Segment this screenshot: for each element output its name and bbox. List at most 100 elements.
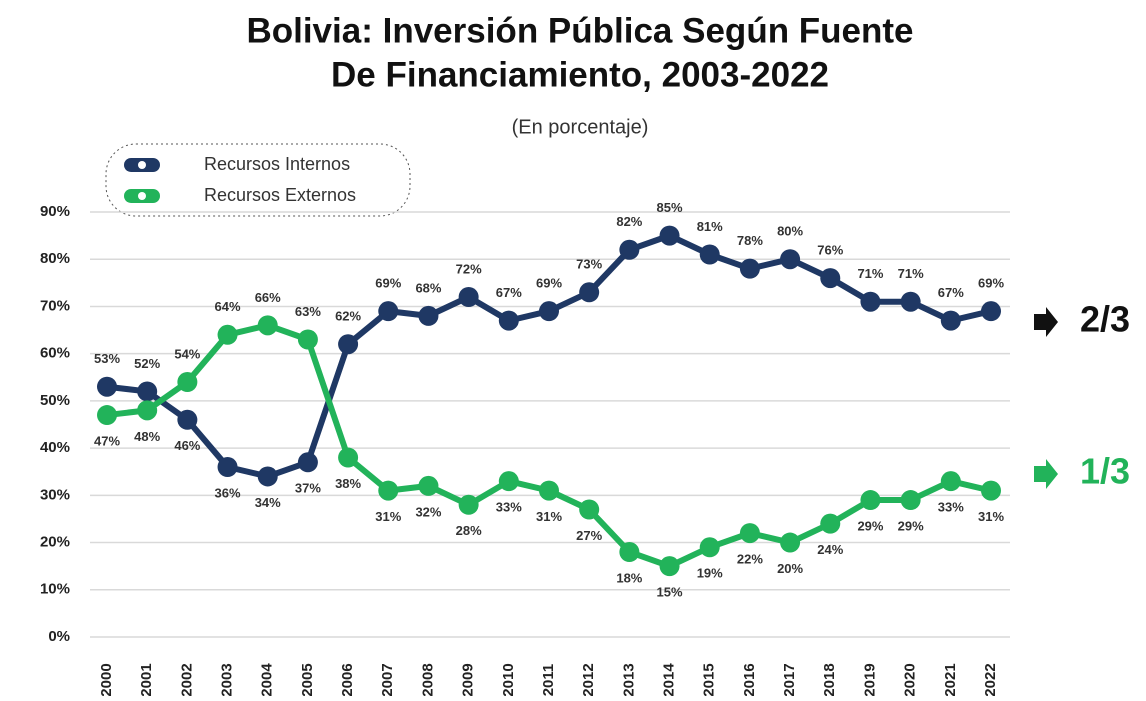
y-tick-label: 50% xyxy=(40,392,70,409)
data-label: 73% xyxy=(576,257,602,272)
point xyxy=(981,301,1001,322)
data-label: 71% xyxy=(898,266,924,281)
point xyxy=(619,239,640,260)
data-label: 20% xyxy=(777,561,803,576)
data-label: 68% xyxy=(415,280,441,295)
x-tick-label: 2017 xyxy=(781,663,798,696)
data-label: 78% xyxy=(737,233,763,248)
point xyxy=(579,282,600,303)
data-label: 33% xyxy=(938,500,964,515)
data-label: 52% xyxy=(134,356,160,371)
point xyxy=(820,268,841,289)
legend-box xyxy=(105,143,411,217)
x-tick-label: 2020 xyxy=(902,663,919,696)
point xyxy=(297,329,318,350)
data-label: 31% xyxy=(375,509,401,524)
point xyxy=(699,244,720,265)
point xyxy=(217,457,238,477)
point xyxy=(257,466,278,487)
data-label: 46% xyxy=(174,438,200,453)
annotation: 2/3 xyxy=(1080,299,1130,340)
data-label: 47% xyxy=(94,433,120,448)
point xyxy=(137,381,158,402)
data-label: 18% xyxy=(616,570,642,585)
data-label: 66% xyxy=(255,290,281,305)
data-label: 69% xyxy=(375,276,401,291)
x-tick-label: 2001 xyxy=(138,663,155,696)
data-label: 80% xyxy=(777,224,803,239)
point xyxy=(97,405,117,426)
point xyxy=(297,452,318,473)
point xyxy=(780,532,801,553)
y-tick-label: 40% xyxy=(40,439,70,456)
point xyxy=(97,376,117,397)
point xyxy=(539,301,559,322)
point xyxy=(860,490,881,511)
y-tick-label: 80% xyxy=(40,250,70,267)
point xyxy=(539,480,559,501)
data-label: 67% xyxy=(938,285,964,300)
point xyxy=(338,334,359,355)
x-tick-label: 2003 xyxy=(219,663,236,696)
point xyxy=(177,372,198,392)
chart-title: Bolivia: Inversión Pública Según Fuente xyxy=(246,11,913,50)
point xyxy=(458,287,479,307)
data-label: 29% xyxy=(857,518,883,533)
data-label: 31% xyxy=(978,509,1004,524)
y-tick-label: 30% xyxy=(40,486,70,503)
point xyxy=(137,400,158,421)
point xyxy=(820,513,841,534)
point xyxy=(458,494,479,515)
data-label: 69% xyxy=(978,276,1004,291)
x-tick-label: 2010 xyxy=(500,663,517,696)
x-tick-label: 2011 xyxy=(540,664,557,696)
x-tick-label: 2008 xyxy=(419,663,436,696)
x-tick-label: 2009 xyxy=(460,663,477,696)
data-label: 67% xyxy=(496,285,522,300)
arrow xyxy=(1034,307,1058,337)
data-label: 27% xyxy=(576,528,602,543)
x-tick-label: 2012 xyxy=(580,663,597,696)
x-tick-label: 2000 xyxy=(98,663,115,696)
data-label: 54% xyxy=(174,346,200,361)
x-tick-label: 2015 xyxy=(701,663,718,696)
point xyxy=(257,315,278,336)
data-label: 19% xyxy=(697,566,723,581)
y-tick-label: 90% xyxy=(40,203,70,220)
x-tick-label: 2006 xyxy=(339,663,356,696)
x-tick-label: 2014 xyxy=(661,663,678,696)
data-label: 28% xyxy=(456,523,482,538)
point xyxy=(940,310,961,331)
point xyxy=(780,249,801,270)
point xyxy=(498,310,519,331)
point xyxy=(579,499,600,520)
data-label: 53% xyxy=(94,351,120,366)
data-label: 36% xyxy=(215,485,241,500)
data-label: 82% xyxy=(616,214,642,229)
x-tick-label: 2005 xyxy=(299,663,316,696)
data-label: 62% xyxy=(335,309,361,324)
data-label: 76% xyxy=(817,243,843,258)
y-tick-label: 0% xyxy=(48,628,70,645)
y-tick-label: 60% xyxy=(40,345,70,362)
y-tick-label: 70% xyxy=(40,297,70,314)
data-label: 15% xyxy=(657,585,683,600)
point xyxy=(378,480,399,501)
point xyxy=(659,556,680,577)
point xyxy=(338,447,359,468)
data-label: 37% xyxy=(295,481,321,496)
x-tick-label: 2019 xyxy=(861,663,878,696)
data-label: 64% xyxy=(215,299,241,314)
data-label: 31% xyxy=(536,509,562,524)
data-label: 34% xyxy=(255,495,281,510)
x-tick-label: 2007 xyxy=(379,663,396,696)
x-tick-label: 2018 xyxy=(821,663,838,696)
point xyxy=(699,537,720,558)
x-tick-label: 2021 xyxy=(942,663,959,696)
annotation: 1/3 xyxy=(1080,451,1130,492)
y-tick-label: 10% xyxy=(40,581,70,598)
x-tick-label: 2016 xyxy=(741,663,758,696)
point xyxy=(217,324,238,345)
point xyxy=(900,291,921,312)
point xyxy=(940,471,961,492)
